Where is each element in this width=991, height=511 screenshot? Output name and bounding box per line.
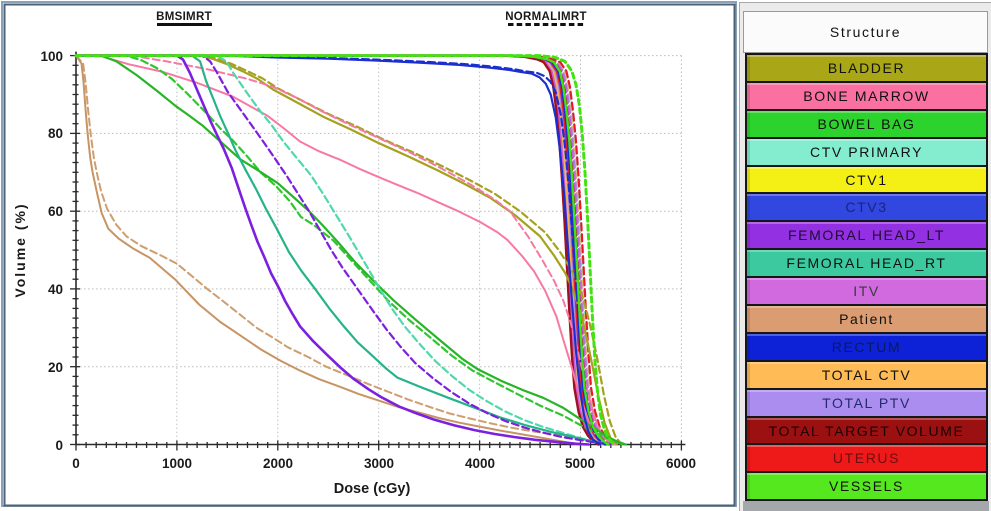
svg-text:4000: 4000 (465, 456, 495, 471)
svg-text:20: 20 (48, 360, 63, 375)
svg-text:5000: 5000 (565, 456, 595, 471)
svg-text:Volume (%): Volume (%) (12, 202, 28, 297)
svg-text:80: 80 (48, 126, 63, 141)
svg-text:NORMALIMRT: NORMALIMRT (505, 11, 587, 23)
svg-text:3000: 3000 (364, 456, 394, 471)
svg-text:100: 100 (40, 49, 63, 64)
svg-text:40: 40 (48, 282, 63, 297)
svg-text:0: 0 (72, 456, 80, 471)
svg-text:BMSIMRT: BMSIMRT (156, 11, 212, 23)
svg-text:60: 60 (48, 204, 63, 219)
svg-text:0: 0 (55, 438, 63, 453)
svg-text:1000: 1000 (162, 456, 192, 471)
svg-text:6000: 6000 (666, 456, 696, 471)
svg-text:2000: 2000 (263, 456, 293, 471)
svg-text:Dose (cGy): Dose (cGy) (334, 481, 411, 497)
